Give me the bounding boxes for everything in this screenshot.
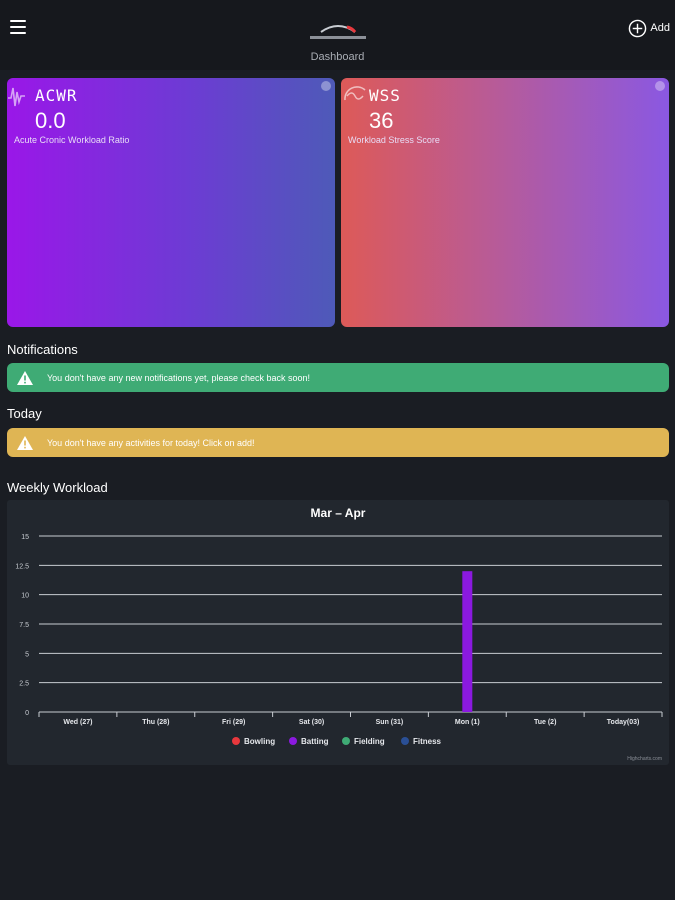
notifications-alert: You don't have any new notifications yet…: [7, 363, 669, 392]
plus-circle-icon: [629, 19, 647, 37]
app-logo: [310, 25, 366, 39]
acwr-description: Acute Cronic Workload Ratio: [14, 135, 130, 145]
y-tick-label: 10: [21, 593, 29, 600]
legend-marker-batting: [289, 737, 297, 745]
add-button[interactable]: Add: [628, 18, 670, 38]
acwr-value: 0.0: [35, 108, 66, 133]
notifications-title: Notifications: [7, 342, 78, 357]
y-tick-label: 5: [25, 651, 29, 658]
weekly-workload-title: Weekly Workload: [7, 480, 108, 495]
weekly-workload-chart: Mar – Apr 0 2.5 5 7.5 10 12.5 15 Wed (27) Thu (28…: [7, 500, 669, 765]
today-message: You don't have any activities for today!…: [47, 437, 255, 448]
y-tick-label: 12.5: [15, 563, 29, 570]
wss-label: WSS: [369, 86, 401, 105]
acwr-label: ACWR: [35, 86, 78, 105]
x-tick-label: Mon (1): [455, 719, 480, 726]
x-tick-label: Today(03): [607, 719, 640, 726]
info-icon[interactable]: [655, 81, 665, 91]
y-tick-label: 2.5: [19, 681, 29, 688]
legend-marker-fitness: [401, 737, 409, 745]
x-tick-label: Wed (27): [63, 719, 92, 726]
today-title: Today: [7, 406, 42, 421]
y-tick-label: 7.5: [19, 622, 29, 629]
y-tick-label: 0: [25, 710, 29, 717]
gauge-icon: [344, 86, 366, 101]
chart-title: Mar – Apr: [311, 506, 366, 520]
warning-triangle-icon: [17, 370, 33, 385]
chart-svg: Mar – Apr 0 2.5 5 7.5 10 12.5 15 Wed (27) Thu (28…: [15, 506, 663, 762]
legend-label-batting: Batting: [301, 737, 329, 746]
legend-label-bowling: Bowling: [244, 737, 275, 746]
warning-triangle-icon: [17, 435, 33, 450]
today-alert: You don't have any activities for today!…: [7, 428, 669, 457]
x-tick-label: Sun (31): [376, 719, 404, 726]
legend-label-fielding: Fielding: [354, 737, 385, 746]
x-tick-label: Tue (2): [534, 719, 556, 726]
chart-credit: Highcharts.com: [627, 756, 662, 762]
acwr-card[interactable]: ACWR 0.0 Acute Cronic Workload Ratio: [7, 78, 335, 327]
bar-batting: [462, 571, 473, 712]
add-label: Add: [650, 22, 670, 34]
waveform-icon: [8, 87, 25, 107]
legend-marker-bowling: [232, 737, 240, 745]
info-icon[interactable]: [321, 81, 331, 91]
x-tick-label: Fri (29): [222, 719, 245, 726]
x-tick-label: Thu (28): [142, 719, 169, 726]
wss-card[interactable]: WSS 36 Workload Stress Score: [341, 78, 669, 327]
wss-value: 36: [369, 108, 394, 133]
notifications-message: You don't have any new notifications yet…: [47, 372, 311, 383]
wss-description: Workload Stress Score: [348, 135, 440, 145]
x-tick-label: Sat (30): [299, 719, 324, 726]
hamburger-menu-icon[interactable]: [10, 20, 26, 34]
top-bar: Dashboard Add: [0, 0, 675, 70]
page-title: Dashboard: [310, 51, 365, 63]
y-tick-label: 15: [21, 534, 29, 541]
legend-marker-fielding: [342, 737, 350, 745]
legend-label-fitness: Fitness: [413, 737, 442, 746]
